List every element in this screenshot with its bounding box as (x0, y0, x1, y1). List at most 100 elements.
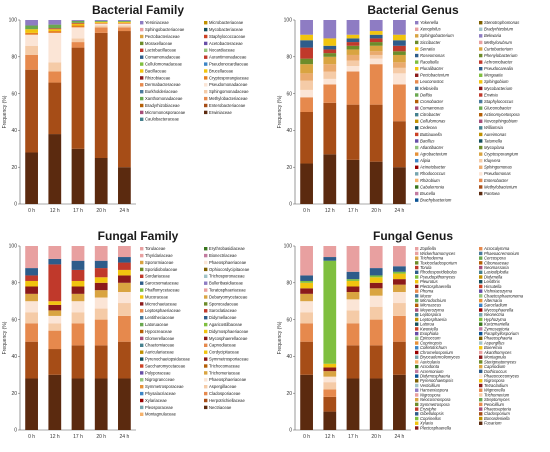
legend-swatch (479, 256, 483, 260)
bar-segment (300, 293, 313, 302)
legend-label: Phaeosphaeriaceae (209, 377, 247, 382)
legend-label: Rhizobium (420, 178, 440, 183)
legend-swatch (415, 106, 419, 110)
legend-label: Novosphingobium (484, 119, 518, 124)
legend-swatch (479, 139, 483, 143)
legend-swatch (415, 27, 419, 31)
x-tick-label: 12 h (325, 434, 335, 440)
legend-label: Nigrograncceae (145, 377, 175, 382)
legend-swatch (479, 21, 483, 25)
legend-swatch (415, 60, 419, 64)
legend-swatch (479, 27, 483, 31)
y-tick-label: 20 (286, 165, 292, 171)
legend-swatch (415, 152, 419, 156)
legend-swatch (140, 55, 144, 59)
legend-swatch (479, 40, 483, 45)
legend-label: Thyridariaceae (145, 253, 173, 258)
bar-segment (71, 47, 85, 149)
legend-swatch (204, 267, 208, 272)
legend-swatch (140, 103, 144, 108)
legend-label: Dermabacteraceae (145, 82, 181, 87)
legend-label: Pyrenochaetopsis (420, 378, 454, 383)
legend-swatch (415, 336, 419, 341)
legend-label: Trichomerium (484, 392, 510, 397)
legend-swatch (415, 86, 419, 91)
x-tick-label: 24 h (395, 434, 405, 440)
y-axis-label: Frequency (%) (2, 321, 8, 354)
bar-segment (369, 34, 383, 39)
legend-swatch (479, 289, 483, 293)
bar-segment (25, 341, 38, 379)
legend-label: Achromobacter (483, 60, 513, 65)
legend-swatch (415, 145, 419, 150)
legend-swatch (479, 360, 483, 364)
legend-label: Neonectria (484, 312, 505, 317)
legend-label: Sporidiobolaceae (145, 267, 178, 272)
bar-segment (393, 341, 406, 375)
legend-swatch (415, 265, 419, 270)
legend-swatch (140, 343, 144, 347)
legend-label: Serratia (420, 46, 435, 51)
legend-label: Methylobacteriaceae (209, 96, 248, 101)
y-tick-label: 80 (11, 55, 17, 61)
y-tick-label: 40 (286, 128, 292, 134)
bar-segment (393, 246, 406, 267)
bar-segment (25, 301, 38, 313)
legend-label: Agaricostilbaceae (209, 322, 243, 327)
legend-label: Cercospora (484, 256, 506, 261)
legend-swatch (479, 412, 483, 416)
legend-label: Phaeosphaeriaceae (209, 260, 247, 265)
legend-label: Mycosphaerella (484, 307, 514, 312)
bar-segment (346, 71, 360, 105)
legend-label: Bonordeniella (484, 416, 510, 421)
bar-segment (346, 292, 360, 300)
legend-label: Mucor (420, 293, 432, 298)
legend-label: Trichocomaceae (209, 363, 240, 368)
bar-segment (300, 73, 313, 81)
bar-segment (25, 293, 38, 302)
legend-label: Teratosphaeriaceae (209, 288, 246, 293)
bar-segment (71, 25, 85, 28)
bar-segment (71, 42, 85, 48)
legend-label: Bacillaceae (145, 68, 167, 73)
bar-segment (300, 282, 313, 289)
bar-segment (369, 20, 383, 32)
x-tick-label: 12 h (50, 434, 60, 440)
legend-swatch (479, 265, 483, 270)
bar-segment (25, 45, 38, 55)
legend-label: Saroclatiaceae (209, 308, 237, 313)
bar-segment (346, 280, 360, 287)
bar-segment (71, 260, 85, 270)
legend-swatch (140, 260, 144, 265)
legend-label: Trichosporonaceae (209, 274, 245, 279)
legend-swatch (415, 21, 419, 25)
bar-segment (94, 21, 108, 23)
legend-label: Plectosphaerella (420, 284, 452, 289)
bar-segment (393, 20, 406, 35)
legend-swatch (204, 21, 208, 25)
bar-segment (25, 32, 38, 35)
legend-label: Caulobacteraceae (145, 117, 180, 122)
legend-label: Microchaetaceae (145, 301, 178, 306)
bar-segment (323, 102, 337, 155)
legend-swatch (140, 350, 144, 354)
bar-segment (300, 280, 313, 283)
legend-swatch (479, 327, 483, 331)
legend-label: Pectobacterium (420, 73, 450, 78)
legend-label: Bradyrhizobiaceae (145, 103, 180, 108)
y-tick-label: 80 (286, 55, 292, 61)
legend-swatch (204, 253, 208, 258)
bar-segment (25, 286, 38, 294)
legend-swatch (140, 357, 144, 361)
bar-segment (346, 54, 360, 61)
legend-label: Mycosphaerellaceae (209, 336, 248, 341)
bar-segment (393, 266, 406, 272)
bar-segment (71, 27, 85, 39)
bar-segment (94, 246, 108, 261)
legend-swatch (415, 322, 419, 326)
chart-title: Fungal Genus (373, 229, 453, 243)
legend-label: Meyerozyma (420, 307, 445, 312)
bar-segment (94, 277, 108, 283)
legend-swatch (479, 67, 483, 71)
x-tick-label: 0 h (303, 434, 310, 440)
